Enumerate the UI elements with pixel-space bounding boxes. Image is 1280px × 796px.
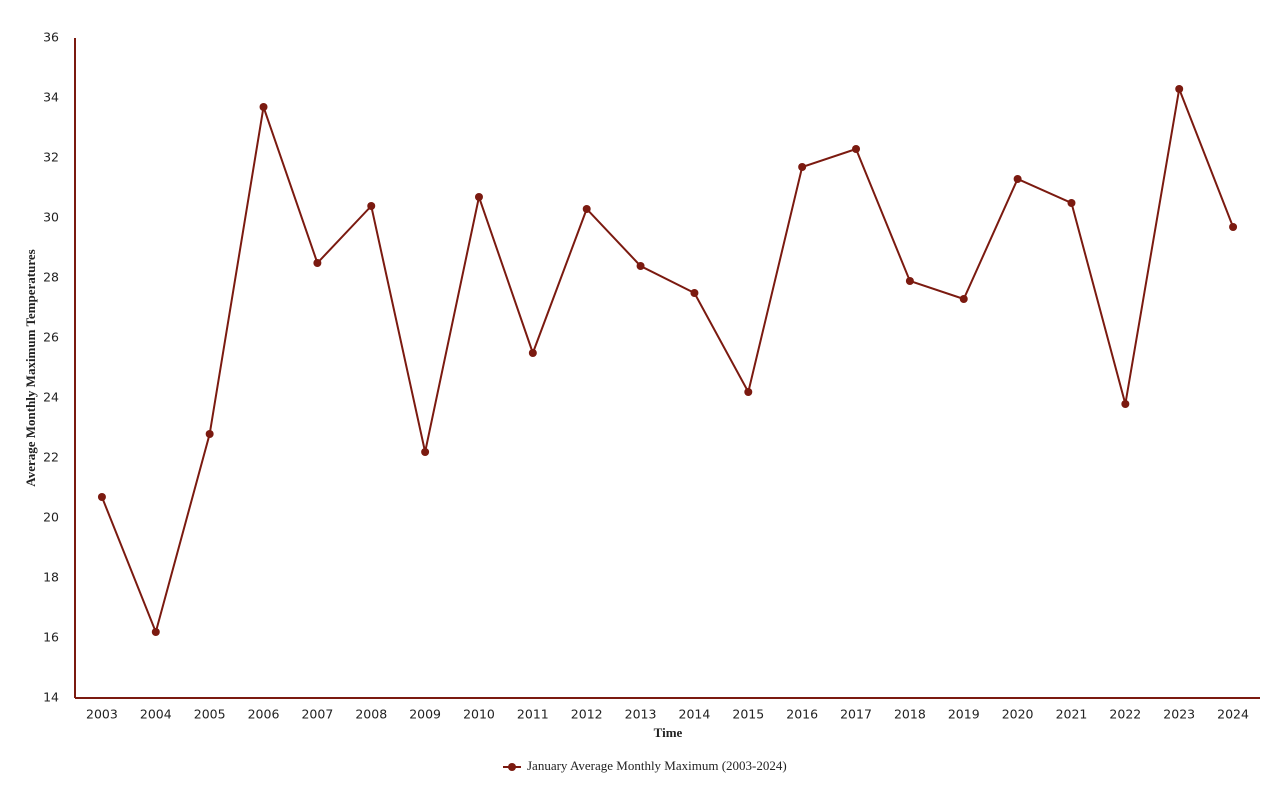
- point: [1229, 223, 1238, 231]
- x-tick-label: 2020: [1002, 707, 1034, 722]
- point: [636, 262, 645, 270]
- x-tick-label: 2004: [140, 707, 172, 722]
- y-tick-label: 24: [43, 390, 59, 405]
- y-tick-label: 16: [43, 630, 59, 645]
- legend-label: January Average Monthly Maximum (2003-20…: [527, 758, 787, 773]
- point: [744, 388, 753, 396]
- point: [367, 202, 376, 210]
- x-tick-label: 2005: [194, 707, 226, 722]
- point: [97, 493, 106, 501]
- point: [205, 430, 214, 438]
- point: [1175, 85, 1184, 93]
- x-tick-label: 2021: [1056, 707, 1088, 722]
- x-tick-label: 2014: [679, 707, 711, 722]
- x-tick-label: 2023: [1163, 707, 1195, 722]
- x-tick-label: 2022: [1109, 707, 1141, 722]
- point: [959, 295, 968, 303]
- y-tick-label: 28: [43, 270, 59, 285]
- y-tick-label: 20: [43, 510, 59, 525]
- y-axis-title: Average Monthly Maximum Temperatures: [23, 249, 38, 486]
- x-tick-label: 2017: [840, 707, 872, 722]
- point: [852, 145, 861, 153]
- x-tick-label: 2009: [409, 707, 441, 722]
- line: [101, 85, 1235, 636]
- y-tick-label: 14: [43, 690, 59, 705]
- point: [690, 289, 699, 297]
- x-tick-label: 2010: [463, 707, 495, 722]
- x-tick-label: 2007: [301, 707, 333, 722]
- point: [1013, 175, 1022, 183]
- point: [421, 448, 430, 456]
- y-tick-label: 36: [43, 30, 59, 45]
- y-tick-label: 34: [43, 90, 59, 105]
- point: [259, 103, 268, 111]
- point: [1121, 400, 1130, 408]
- point: [313, 259, 322, 267]
- x-tick-label: 2013: [625, 707, 657, 722]
- point: [798, 163, 807, 171]
- y-tick-label: 18: [43, 570, 59, 585]
- point: [151, 628, 160, 636]
- legend-marker: [508, 763, 516, 771]
- point: [582, 205, 591, 213]
- x-axis-title: Time: [654, 725, 683, 740]
- y-tick-label: 26: [43, 330, 59, 345]
- x-tick-label: 2003: [86, 707, 118, 722]
- x-tick-label: 2006: [248, 707, 280, 722]
- x-tick-label: 2019: [948, 707, 980, 722]
- x-tick-label: 2011: [517, 707, 549, 722]
- x-tick-label: 2016: [786, 707, 818, 722]
- point: [474, 193, 483, 201]
- y-tick-label: 30: [43, 210, 59, 225]
- x-tick-label: 2024: [1217, 707, 1249, 722]
- y-tick-label: 32: [43, 150, 59, 165]
- x-tick-label: 2015: [732, 707, 764, 722]
- point: [528, 349, 537, 357]
- x-tick-label: 2012: [571, 707, 603, 722]
- point: [1067, 199, 1076, 207]
- point: [905, 277, 914, 285]
- x-tick-label: 2008: [355, 707, 387, 722]
- y-tick-label: 22: [43, 450, 59, 465]
- x-tick-label: 2018: [894, 707, 926, 722]
